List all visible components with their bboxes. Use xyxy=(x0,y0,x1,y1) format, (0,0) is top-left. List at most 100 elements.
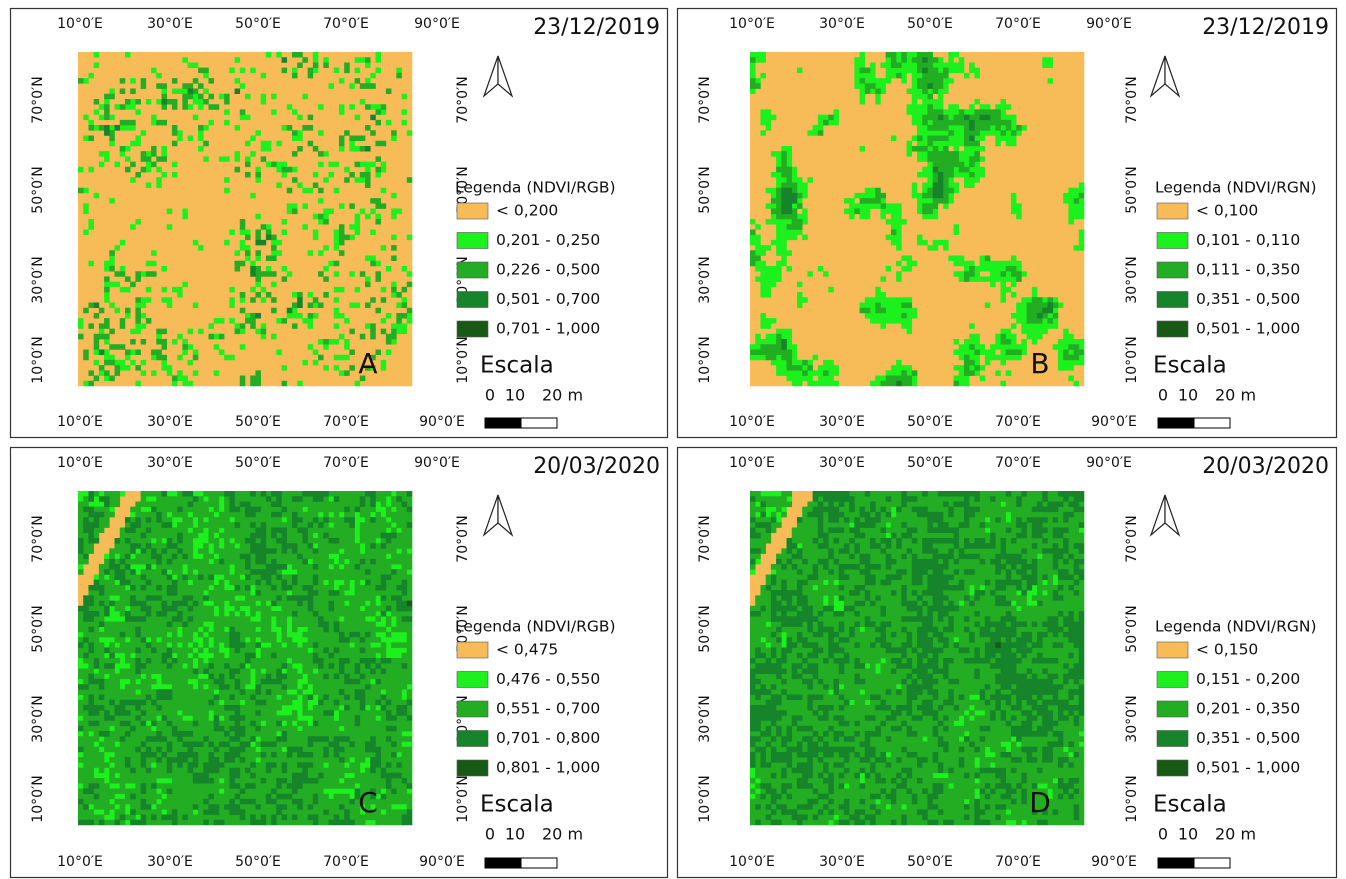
y-label-right: 50°0′N xyxy=(455,605,471,652)
y-label-left: 70°0′N xyxy=(30,76,46,123)
y-label-right: 50°0′N xyxy=(1124,605,1140,652)
y-label-right: 70°0′N xyxy=(1124,76,1140,123)
x-label-bottom: 10°0′E xyxy=(57,854,103,870)
legend-label: < 0,100 xyxy=(1196,202,1258,220)
scale-label: 20 m xyxy=(1215,386,1256,405)
x-label-bottom: 90°0′E xyxy=(419,414,465,430)
x-label-top: 70°0′E xyxy=(995,455,1041,471)
x-label-bottom: 50°0′E xyxy=(907,414,953,430)
legend-swatch xyxy=(456,641,489,659)
scale-title: Escala xyxy=(1153,792,1227,818)
x-label-top: 10°0′E xyxy=(57,455,103,471)
scale-label: 10 xyxy=(1178,386,1198,405)
x-label-bottom: 70°0′E xyxy=(323,854,369,870)
legend-swatch xyxy=(456,232,489,249)
scale-label: 0 xyxy=(485,825,495,844)
y-label-right: 10°0′N xyxy=(1124,336,1140,383)
scale-title: Escala xyxy=(480,792,554,818)
x-label-top: 30°0′E xyxy=(819,16,865,32)
raster-class xyxy=(78,52,413,387)
x-label-top: 30°0′E xyxy=(147,455,193,471)
scale-label: 20 m xyxy=(542,386,583,405)
x-label-bottom: 70°0′E xyxy=(995,854,1041,870)
y-label-left: 70°0′N xyxy=(30,515,46,562)
x-label-top: 90°0′E xyxy=(414,455,460,471)
legend-label: < 0,475 xyxy=(496,641,558,659)
y-label-left: 10°0′N xyxy=(697,336,713,383)
legend-swatch xyxy=(456,261,489,279)
y-label-right: 50°0′N xyxy=(455,166,471,213)
legend-swatch xyxy=(1156,261,1189,279)
legend-label: 0,501 - 1,000 xyxy=(1196,320,1300,338)
legend-label: 0,701 - 0,800 xyxy=(496,729,600,747)
x-label-top: 30°0′E xyxy=(819,455,865,471)
legend-label: 0,351 - 0,500 xyxy=(1196,290,1300,308)
north-arrow xyxy=(1164,55,1181,98)
scale-bar xyxy=(1193,857,1231,869)
legend-label: 0,101 - 0,110 xyxy=(1196,231,1300,249)
y-label-left: 50°0′N xyxy=(697,605,713,652)
x-label-bottom: 30°0′E xyxy=(147,414,193,430)
legend-swatch xyxy=(1156,700,1189,718)
x-label-top: 50°0′E xyxy=(235,16,281,32)
x-label-top: 30°0′E xyxy=(147,16,193,32)
map-panel: 10°0′E 10°0′E 30°0′E 30°0′E 50°0′E 50°0′E 70°0… xyxy=(9,446,669,879)
panel-letter: D xyxy=(1029,786,1051,819)
scale-bar xyxy=(1157,857,1195,869)
y-label-right: 70°0′N xyxy=(1124,515,1140,562)
legend-label: 0,801 - 1,000 xyxy=(496,759,600,777)
scale-label: 0 xyxy=(1158,825,1168,844)
legend-title: Legenda (NDVI/RGN) xyxy=(1155,179,1317,197)
legend-label: 0,551 - 0,700 xyxy=(496,700,600,718)
scale-label: 0 xyxy=(1158,386,1168,405)
legend-label: 0,111 - 0,350 xyxy=(1196,261,1300,279)
x-label-bottom: 90°0′E xyxy=(1091,414,1137,430)
y-label-left: 10°0′N xyxy=(30,775,46,822)
x-label-bottom: 50°0′E xyxy=(235,414,281,430)
raster-class xyxy=(406,600,413,607)
legend-label: 0,201 - 0,250 xyxy=(496,231,600,249)
x-label-top: 70°0′E xyxy=(323,455,369,471)
y-label-left: 30°0′N xyxy=(30,695,46,742)
legend-label: 0,476 - 0,550 xyxy=(496,670,600,688)
legend-swatch xyxy=(1156,202,1189,220)
legend-swatch xyxy=(1156,671,1189,688)
map-panel: 10°0′E 10°0′E 30°0′E 30°0′E 50°0′E 50°0′E 70°0… xyxy=(676,446,1338,879)
scale-title: Escala xyxy=(480,353,554,379)
date: 20/03/2020 xyxy=(1202,454,1329,479)
y-label-left: 50°0′N xyxy=(697,166,713,213)
scale-bar xyxy=(1157,417,1195,429)
legend-swatch xyxy=(1156,320,1189,338)
scale-label: 10 xyxy=(505,825,525,844)
y-label-left: 50°0′N xyxy=(30,605,46,652)
raster-class xyxy=(750,491,1085,826)
date: 20/03/2020 xyxy=(533,454,660,479)
north-arrow xyxy=(497,55,514,98)
legend-swatch xyxy=(456,202,489,220)
y-label-left: 30°0′N xyxy=(697,256,713,303)
y-label-left: 10°0′N xyxy=(30,336,46,383)
legend-label: 0,351 - 0,500 xyxy=(1196,729,1300,747)
y-label-left: 10°0′N xyxy=(697,775,713,822)
x-label-bottom: 10°0′E xyxy=(729,414,775,430)
panel-letter: A xyxy=(358,347,377,380)
x-label-bottom: 50°0′E xyxy=(235,854,281,870)
legend-title: Legenda (NDVI/RGB) xyxy=(455,618,616,636)
x-label-top: 70°0′E xyxy=(323,16,369,32)
x-label-bottom: 50°0′E xyxy=(907,854,953,870)
legend-label: < 0,200 xyxy=(496,202,558,220)
legend-swatch xyxy=(456,320,489,338)
raster-class xyxy=(78,52,413,387)
map-panel: 10°0′E 10°0′E 30°0′E 30°0′E 50°0′E 50°0′E 70°0… xyxy=(9,7,669,439)
north-arrow xyxy=(1164,494,1181,537)
x-label-bottom: 70°0′E xyxy=(995,414,1041,430)
x-label-bottom: 10°0′E xyxy=(57,414,103,430)
map-panel: 10°0′E 10°0′E 30°0′E 30°0′E 50°0′E 50°0′E 70°0… xyxy=(676,7,1338,439)
legend-label: 0,501 - 1,000 xyxy=(1196,759,1300,777)
x-label-top: 90°0′E xyxy=(1086,16,1132,32)
legend-label: 0,151 - 0,200 xyxy=(1196,670,1300,688)
y-label-left: 70°0′N xyxy=(697,76,713,123)
scale-bar xyxy=(520,417,558,429)
x-label-top: 50°0′E xyxy=(907,16,953,32)
